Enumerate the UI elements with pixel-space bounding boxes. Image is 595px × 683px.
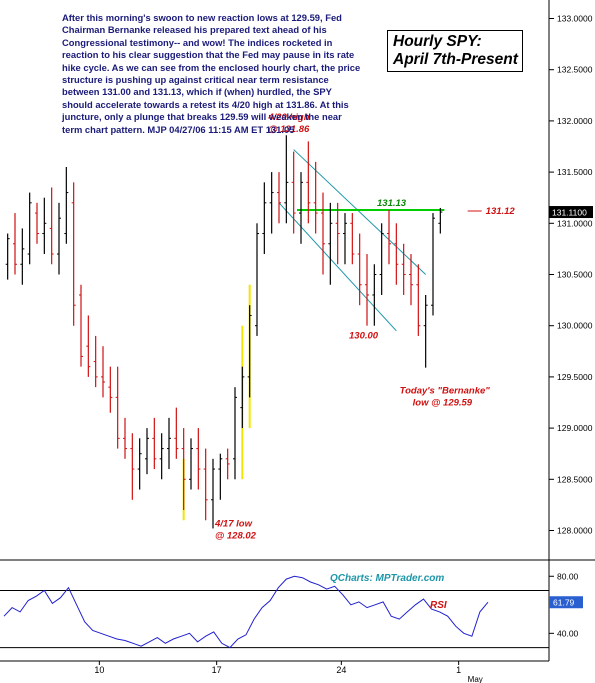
- time-tick-label: 24: [336, 665, 346, 675]
- price-tick-label: 128.5000: [557, 474, 593, 484]
- commentary-text: After this morning's swoon to new reacti…: [62, 12, 361, 135]
- price-tick-label: 133.0000: [557, 14, 593, 24]
- rsi-label: RSI: [430, 600, 447, 611]
- chart-title: Hourly SPY:: [393, 33, 482, 50]
- annotation-131-13: 131.13: [377, 198, 407, 209]
- rsi-tick-label: 40.00: [557, 628, 579, 638]
- chart-annotations: 4/20 high@ 131.86 131.13 131.12 130.00 Today…: [214, 112, 515, 541]
- price-tick-label: 129.0000: [557, 423, 593, 433]
- price-tick-label: 128.0000: [557, 526, 593, 536]
- time-tick-label: 10: [94, 665, 104, 675]
- last-price-label: 131.1100: [552, 208, 587, 218]
- price-tick-label: 130.5000: [557, 270, 593, 280]
- price-tick-label: 132.5000: [557, 65, 593, 75]
- rsi-panel: 80.00 40.00 61.79 QCharts: MPTrader.com RSI: [0, 571, 583, 649]
- price-axis-ticks: 128.0000 128.5000 129.0000 129.5000 130.0000…: [549, 14, 593, 536]
- annotation-4-17-low: 4/17 low: [214, 518, 253, 529]
- chart-subtitle: April 7th-Present: [393, 51, 518, 68]
- price-tick-label: 131.0000: [557, 218, 593, 228]
- rsi-last-value-label: 61.79: [553, 598, 575, 608]
- time-tick-label: 17: [212, 665, 222, 675]
- price-tick-label: 132.0000: [557, 116, 593, 126]
- annotation-131-12: 131.12: [486, 206, 516, 217]
- price-tick-label: 131.5000: [557, 167, 593, 177]
- rsi-line: [3, 575, 489, 649]
- price-bars: [5, 135, 443, 529]
- annotation-130-00: 130.00: [349, 331, 379, 342]
- last-price-marker: 131.1100: [549, 206, 593, 219]
- rsi-source-label: QCharts: MPTrader.com: [330, 573, 444, 584]
- annotation-4-20-high-value: @ 131.86: [268, 124, 310, 135]
- rsi-last-value-box: [549, 596, 583, 609]
- month-label: May: [468, 675, 483, 683]
- rsi-tick-label: 80.00: [557, 571, 579, 581]
- channel-lower-line: [278, 202, 397, 332]
- annotation-bernanke-low: Today's "Bernanke": [400, 386, 491, 397]
- chart-title-box: Hourly SPY: April 7th-Present: [387, 30, 523, 72]
- price-tick-label: 129.5000: [557, 372, 593, 382]
- time-tick-label: 1: [456, 665, 461, 675]
- time-axis: 10 17 24 1 May: [94, 661, 483, 683]
- price-tick-label: 130.0000: [557, 321, 593, 331]
- annotation-4-17-low-value: @ 128.02: [215, 530, 257, 541]
- annotation-bernanke-low-value: low @ 129.59: [413, 398, 473, 409]
- annotation-4-20-high: 4/20 high: [267, 112, 309, 123]
- last-price-box: [549, 206, 593, 219]
